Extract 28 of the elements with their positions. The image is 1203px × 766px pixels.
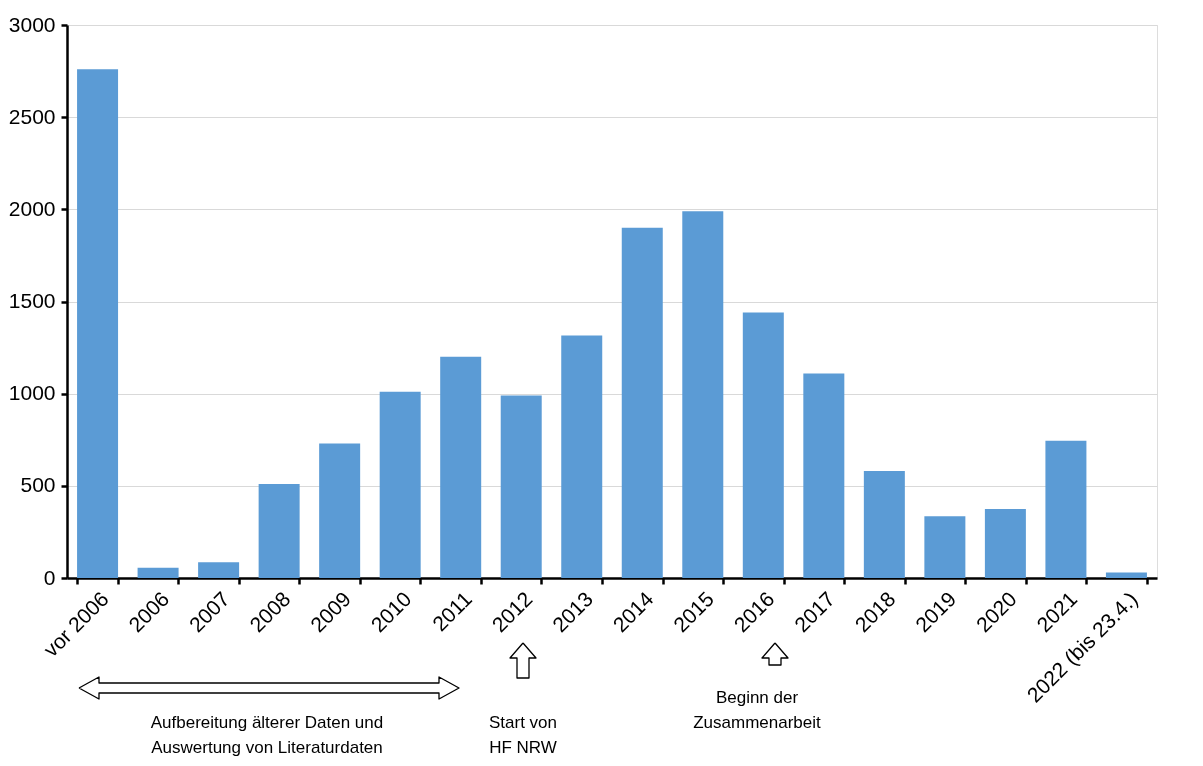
bar <box>803 373 845 578</box>
bar <box>379 391 421 578</box>
bar <box>984 508 1026 578</box>
bar <box>561 335 603 578</box>
bar <box>621 227 663 578</box>
y-tick-label: 1500 <box>8 289 56 312</box>
y-tick-label: 2500 <box>8 104 56 128</box>
y-tick-label: 3000 <box>8 12 56 36</box>
bar <box>924 516 966 578</box>
text: Beginn der Zusammenarbeit <box>693 688 822 732</box>
bar <box>500 395 542 578</box>
bar <box>319 443 361 578</box>
y-tick-label: 500 <box>20 473 56 497</box>
bar <box>682 211 724 578</box>
bar <box>440 356 482 578</box>
bar <box>198 562 240 578</box>
bar <box>258 483 300 578</box>
bar <box>77 69 119 578</box>
bar <box>742 312 784 578</box>
y-tick-label: 0 <box>43 565 56 589</box>
y-tick-label: 2000 <box>8 196 56 220</box>
bar <box>1105 572 1147 578</box>
bar <box>1045 440 1087 578</box>
bar <box>863 471 905 578</box>
y-tick-label: 1000 <box>8 381 56 405</box>
text: Start von HF NRW <box>488 713 558 757</box>
bar <box>137 567 179 578</box>
text: Aufbereitung älterer Daten und Auswertung von Literaturdaten <box>150 713 384 757</box>
